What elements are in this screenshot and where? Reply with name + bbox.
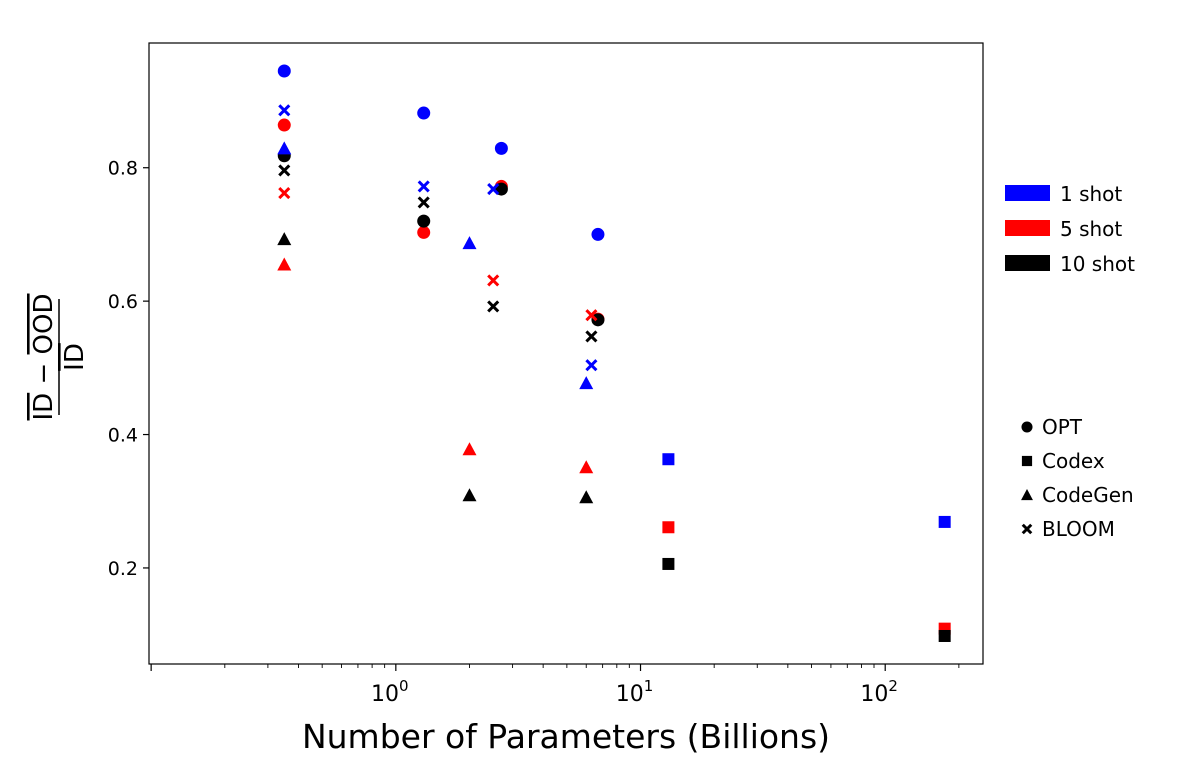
point-codegen-5-shot: [277, 257, 292, 271]
axis-ticks: 0.2 0.4 0.6 0.8 100 101 102: [108, 158, 960, 707]
model-legend: OPT Codex CodeGen BLOOM: [1021, 415, 1134, 541]
point-codegen-5-shot: [462, 442, 477, 456]
legend-label: 10 shot: [1060, 252, 1135, 276]
point-bloom-10-shot: [585, 330, 598, 343]
x-tick-label: 102: [860, 677, 898, 707]
point-codegen-10-shot: [579, 490, 594, 504]
legend-label: 5 shot: [1060, 217, 1122, 241]
point-codegen-1-shot: [579, 376, 594, 390]
x-tick-label: 101: [616, 677, 654, 707]
legend-marker-square: [1021, 455, 1033, 467]
legend-label: CodeGen: [1042, 483, 1134, 507]
point-codegen-5-shot: [579, 460, 594, 474]
legend-swatch: [1005, 220, 1050, 236]
y-tick-label: 0.6: [108, 291, 138, 313]
y-axis-label: ID − OOD ID: [29, 294, 90, 421]
x-tick-label: 100: [371, 677, 409, 707]
legend-marker-circle: [1021, 421, 1033, 433]
point-codegen-1-shot: [277, 141, 292, 155]
point-codex-10-shot: [662, 557, 675, 570]
x-axis-label: Number of Parameters (Billions): [302, 717, 830, 756]
point-bloom-5-shot: [487, 274, 500, 287]
point-opt-1-shot: [494, 141, 508, 155]
y-axis-label-numerator: ID − OOD: [29, 294, 59, 421]
point-codex-5-shot: [662, 521, 675, 534]
point-codegen-1-shot: [462, 236, 477, 250]
y-tick-label: 0.8: [108, 158, 138, 180]
legend-label: OPT: [1042, 415, 1083, 439]
point-codegen-10-shot: [277, 232, 292, 246]
point-bloom-1-shot: [487, 183, 500, 196]
legend-marker-triangle: [1021, 489, 1033, 501]
point-codex-10-shot: [938, 629, 951, 642]
y-axis-label-denominator: ID: [60, 343, 90, 371]
legend-swatch: [1005, 255, 1050, 271]
legend-label: BLOOM: [1042, 517, 1115, 541]
point-opt-1-shot: [417, 106, 431, 120]
point-bloom-1-shot: [417, 180, 430, 193]
point-bloom-10-shot: [278, 164, 291, 177]
plot-frame: [148, 42, 984, 665]
y-tick-label: 0.2: [108, 558, 138, 580]
point-codegen-10-shot: [462, 488, 477, 502]
y-tick-label: 0.4: [108, 425, 138, 447]
point-bloom-5-shot: [278, 187, 291, 200]
point-opt-10-shot: [417, 214, 431, 228]
point-codex-1-shot: [662, 453, 675, 466]
shot-legend: 1 shot 5 shot 10 shot: [1005, 182, 1135, 276]
point-opt-1-shot: [277, 64, 291, 78]
legend-marker-x: [1021, 523, 1033, 535]
legend-label: Codex: [1042, 449, 1105, 473]
point-opt-5-shot: [417, 225, 431, 239]
legend-label: 1 shot: [1060, 182, 1122, 206]
point-bloom-10-shot: [417, 196, 430, 209]
legend-swatch: [1005, 185, 1050, 201]
point-bloom-1-shot: [278, 104, 291, 117]
point-opt-1-shot: [591, 227, 605, 241]
data-points: [277, 64, 951, 642]
point-codex-1-shot: [938, 515, 951, 528]
point-bloom-1-shot: [585, 359, 598, 372]
point-opt-5-shot: [277, 118, 291, 132]
point-bloom-10-shot: [487, 300, 500, 313]
point-bloom-5-shot: [585, 309, 598, 322]
